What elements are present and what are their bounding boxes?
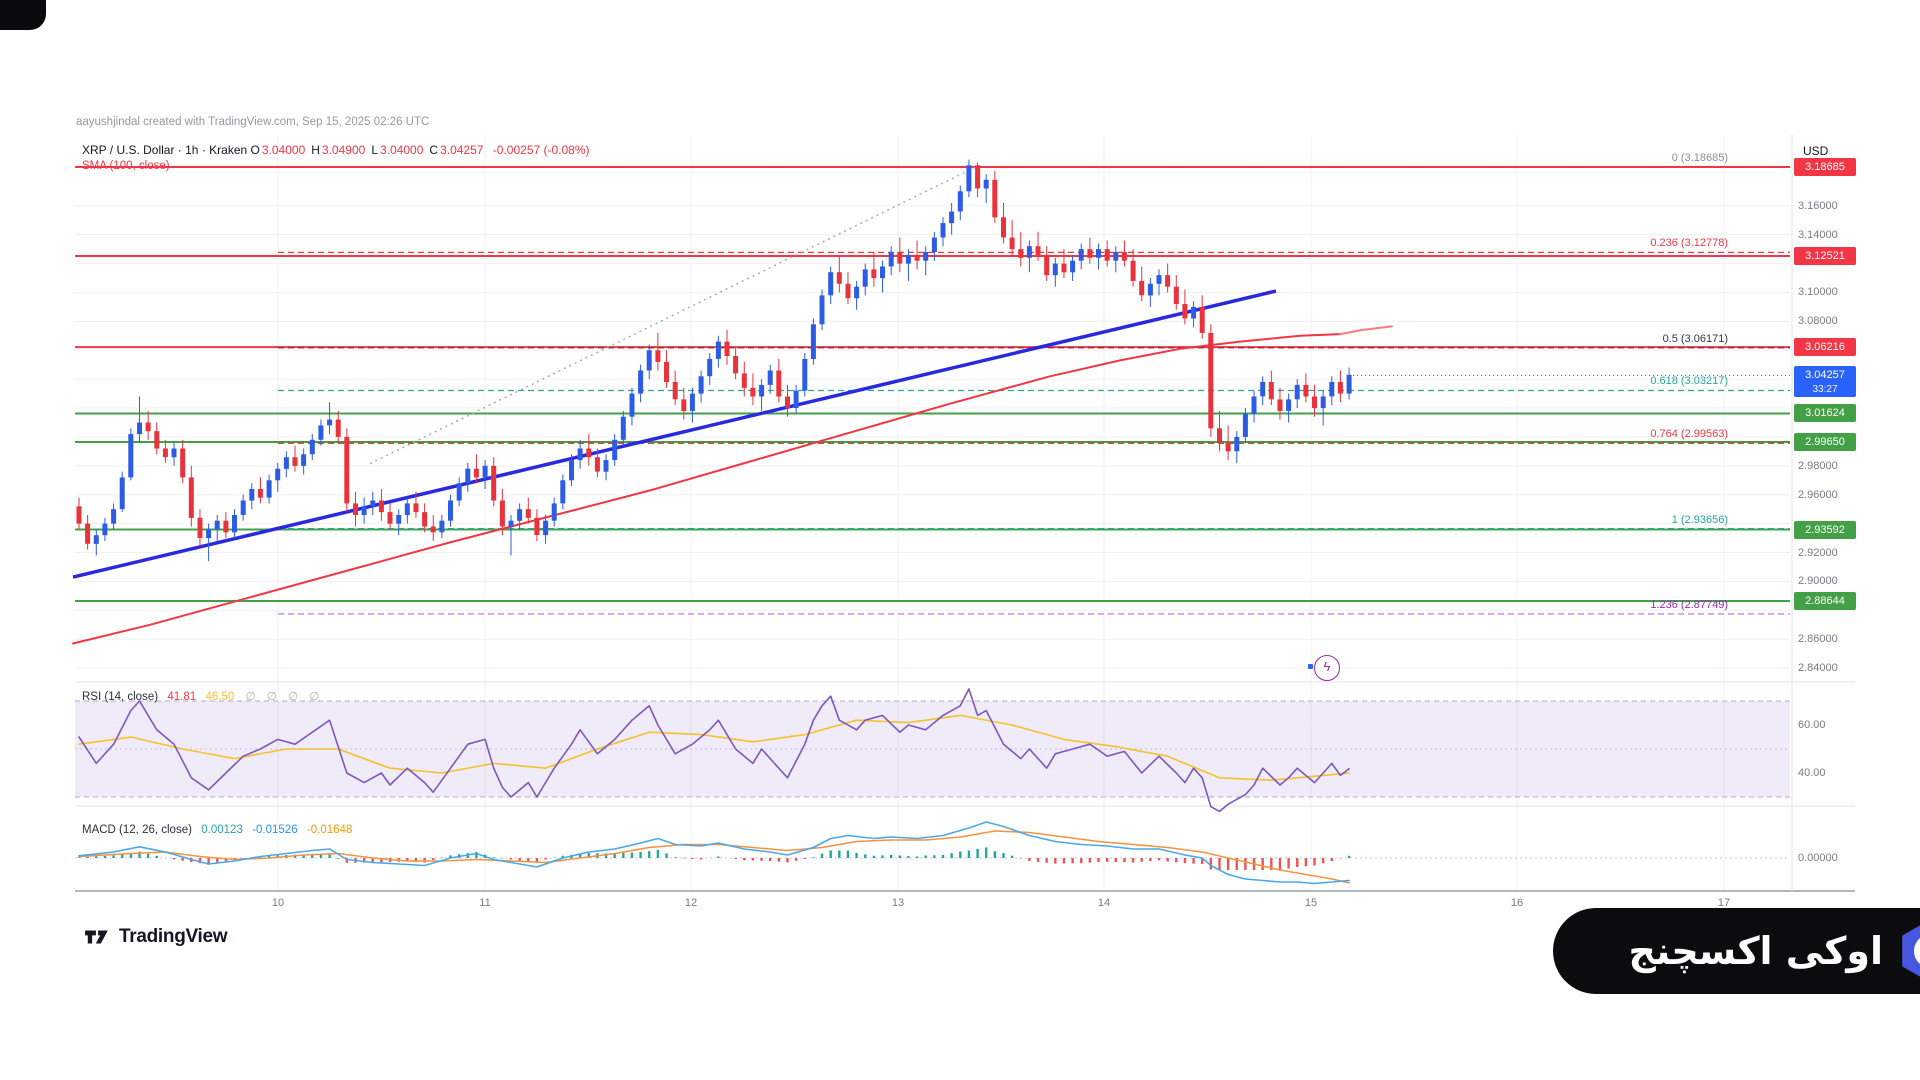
price-tick: 3.16000 [1798, 200, 1838, 212]
time-tick: 14 [1097, 897, 1111, 909]
time-tick: 10 [271, 897, 285, 909]
brand-hexagon-logo-icon [1902, 919, 1920, 983]
price-label: 2.88644 [1794, 592, 1856, 610]
rsi-legend-label: RSI (14, close) [82, 691, 159, 703]
macd-legend-label: MACD (12, 26, close) [82, 824, 192, 836]
sma-legend[interactable]: SMA (100, close) [82, 160, 170, 172]
symbol-legend[interactable]: XRP / U.S. Dollar · 1h · Kraken O 3.04000… [82, 143, 590, 157]
attribution: aayushjindal created with TradingView.co… [76, 116, 430, 128]
price-tick: 2.90000 [1798, 575, 1838, 587]
fib-label: 0.5 (3.06171) [1662, 333, 1728, 345]
price-label: 3.06216 [1794, 338, 1856, 356]
price-tick: 3.14000 [1798, 229, 1838, 241]
ohlc-value: 3.04900 [321, 143, 366, 157]
rsi-ma-value: 46.50 [205, 691, 235, 703]
tradingview-logo-text: TradingView [119, 926, 228, 947]
time-tick: 17 [1717, 897, 1731, 909]
change-value: -0.00257 (-0.08%) [492, 143, 590, 157]
fib-label: 0.618 (3.03217) [1650, 375, 1728, 387]
price-label: 2.99650 [1794, 433, 1856, 451]
fib-label: 1 (2.93656) [1671, 514, 1728, 526]
macd-line-value: -0.01526 [252, 824, 298, 836]
ohlc-letter: O [250, 143, 260, 157]
ohlc-value: 3.04000 [261, 143, 306, 157]
time-tick: 12 [684, 897, 698, 909]
macd-hist-value: 0.00123 [201, 824, 243, 836]
ohlc-readout: O 3.04000 H 3.04900 L 3.04000 C 3.04257 [251, 143, 490, 157]
price-tick: 2.98000 [1798, 460, 1838, 472]
time-tick: 15 [1304, 897, 1318, 909]
price-tick: 2.84000 [1798, 662, 1838, 674]
rsi-empty-values: ∅ ∅ ∅ ∅ [245, 691, 324, 703]
price-tick: 2.96000 [1798, 489, 1838, 501]
fib-label: 0.764 (2.99563) [1650, 428, 1728, 440]
ohlc-letter: C [429, 143, 439, 157]
top-left-corner-tab [0, 0, 46, 30]
rsi-value: 41.81 [167, 691, 197, 703]
brand-ring-icon [1914, 934, 1920, 968]
ohlc-letter: H [311, 143, 320, 157]
tradingview-logo[interactable]: TradingView [84, 926, 228, 948]
price-tick: 2.86000 [1798, 633, 1838, 645]
ohlc-letter: L [371, 143, 378, 157]
price-label: 3.18685 [1794, 158, 1856, 176]
fib-label: 0.236 (3.12778) [1650, 237, 1728, 249]
rsi-tick: 40.00 [1798, 767, 1826, 779]
sma-legend-label: SMA (100, close) [82, 160, 170, 172]
price-label-countdown: 33:27 [1812, 384, 1838, 395]
macd-tick: 0.00000 [1798, 852, 1838, 864]
tradingview-mark-icon [85, 930, 108, 944]
symbol-title: XRP / U.S. Dollar · 1h · Kraken [82, 143, 248, 157]
price-label: 3.04257 33:27 [1794, 366, 1856, 397]
price-label: 2.93592 [1794, 521, 1856, 539]
drawing-tool-icon[interactable]: ϟ [1314, 655, 1340, 681]
candles [76, 159, 1352, 562]
macd-signal-value: -0.01648 [306, 824, 353, 836]
time-tick: 13 [891, 897, 905, 909]
time-tick: 16 [1510, 897, 1524, 909]
price-axis-currency: USD [1803, 144, 1829, 158]
price-tick: 3.10000 [1798, 286, 1838, 298]
macd-legend[interactable]: MACD (12, 26, close) 0.00123 -0.01526 -0… [82, 822, 352, 836]
brand-pill: اوکی اکسچنج [1553, 908, 1920, 994]
ohlc-value: 3.04257 [440, 143, 484, 157]
price-label: 3.12521 [1794, 247, 1856, 265]
drawing-anchor-dot[interactable] [1308, 664, 1313, 669]
fib-label: 1.236 (2.87749) [1650, 599, 1728, 611]
rsi-tick: 60.00 [1798, 719, 1826, 731]
brand-name: اوکی اکسچنج [1628, 929, 1884, 973]
ohlc-value: 3.04000 [380, 143, 424, 157]
price-tick: 3.08000 [1798, 315, 1838, 327]
fib-label: 0 (3.18685) [1671, 152, 1728, 164]
time-tick: 11 [479, 897, 491, 909]
price-tick: 2.92000 [1798, 547, 1838, 559]
rsi-legend[interactable]: RSI (14, close) 41.81 46.50 ∅ ∅ ∅ ∅ [82, 689, 323, 703]
price-label: 3.01624 [1794, 404, 1856, 422]
